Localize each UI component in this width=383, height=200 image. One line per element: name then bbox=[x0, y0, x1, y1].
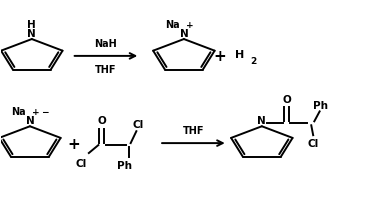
Text: +: + bbox=[67, 136, 80, 151]
Text: Ph: Ph bbox=[313, 101, 328, 111]
Text: N: N bbox=[257, 116, 266, 126]
Text: NaH: NaH bbox=[95, 39, 117, 49]
Text: 2: 2 bbox=[250, 57, 257, 66]
Text: H: H bbox=[235, 50, 244, 60]
Text: THF: THF bbox=[183, 126, 204, 136]
Text: +: + bbox=[186, 21, 193, 30]
Text: THF: THF bbox=[95, 64, 117, 74]
Text: +: + bbox=[214, 49, 226, 64]
Text: Cl: Cl bbox=[308, 138, 319, 148]
Text: O: O bbox=[98, 116, 106, 126]
Text: N: N bbox=[28, 29, 36, 39]
Text: N: N bbox=[26, 116, 34, 126]
Text: Ph: Ph bbox=[118, 160, 133, 170]
Text: Cl: Cl bbox=[133, 120, 144, 130]
Text: Na: Na bbox=[11, 107, 26, 117]
Text: Na: Na bbox=[165, 20, 180, 30]
Text: +: + bbox=[32, 108, 39, 117]
Text: H: H bbox=[28, 20, 36, 30]
Text: O: O bbox=[282, 95, 291, 105]
Text: N: N bbox=[180, 29, 188, 39]
Text: −: − bbox=[41, 108, 48, 117]
Text: Cl: Cl bbox=[75, 158, 87, 168]
